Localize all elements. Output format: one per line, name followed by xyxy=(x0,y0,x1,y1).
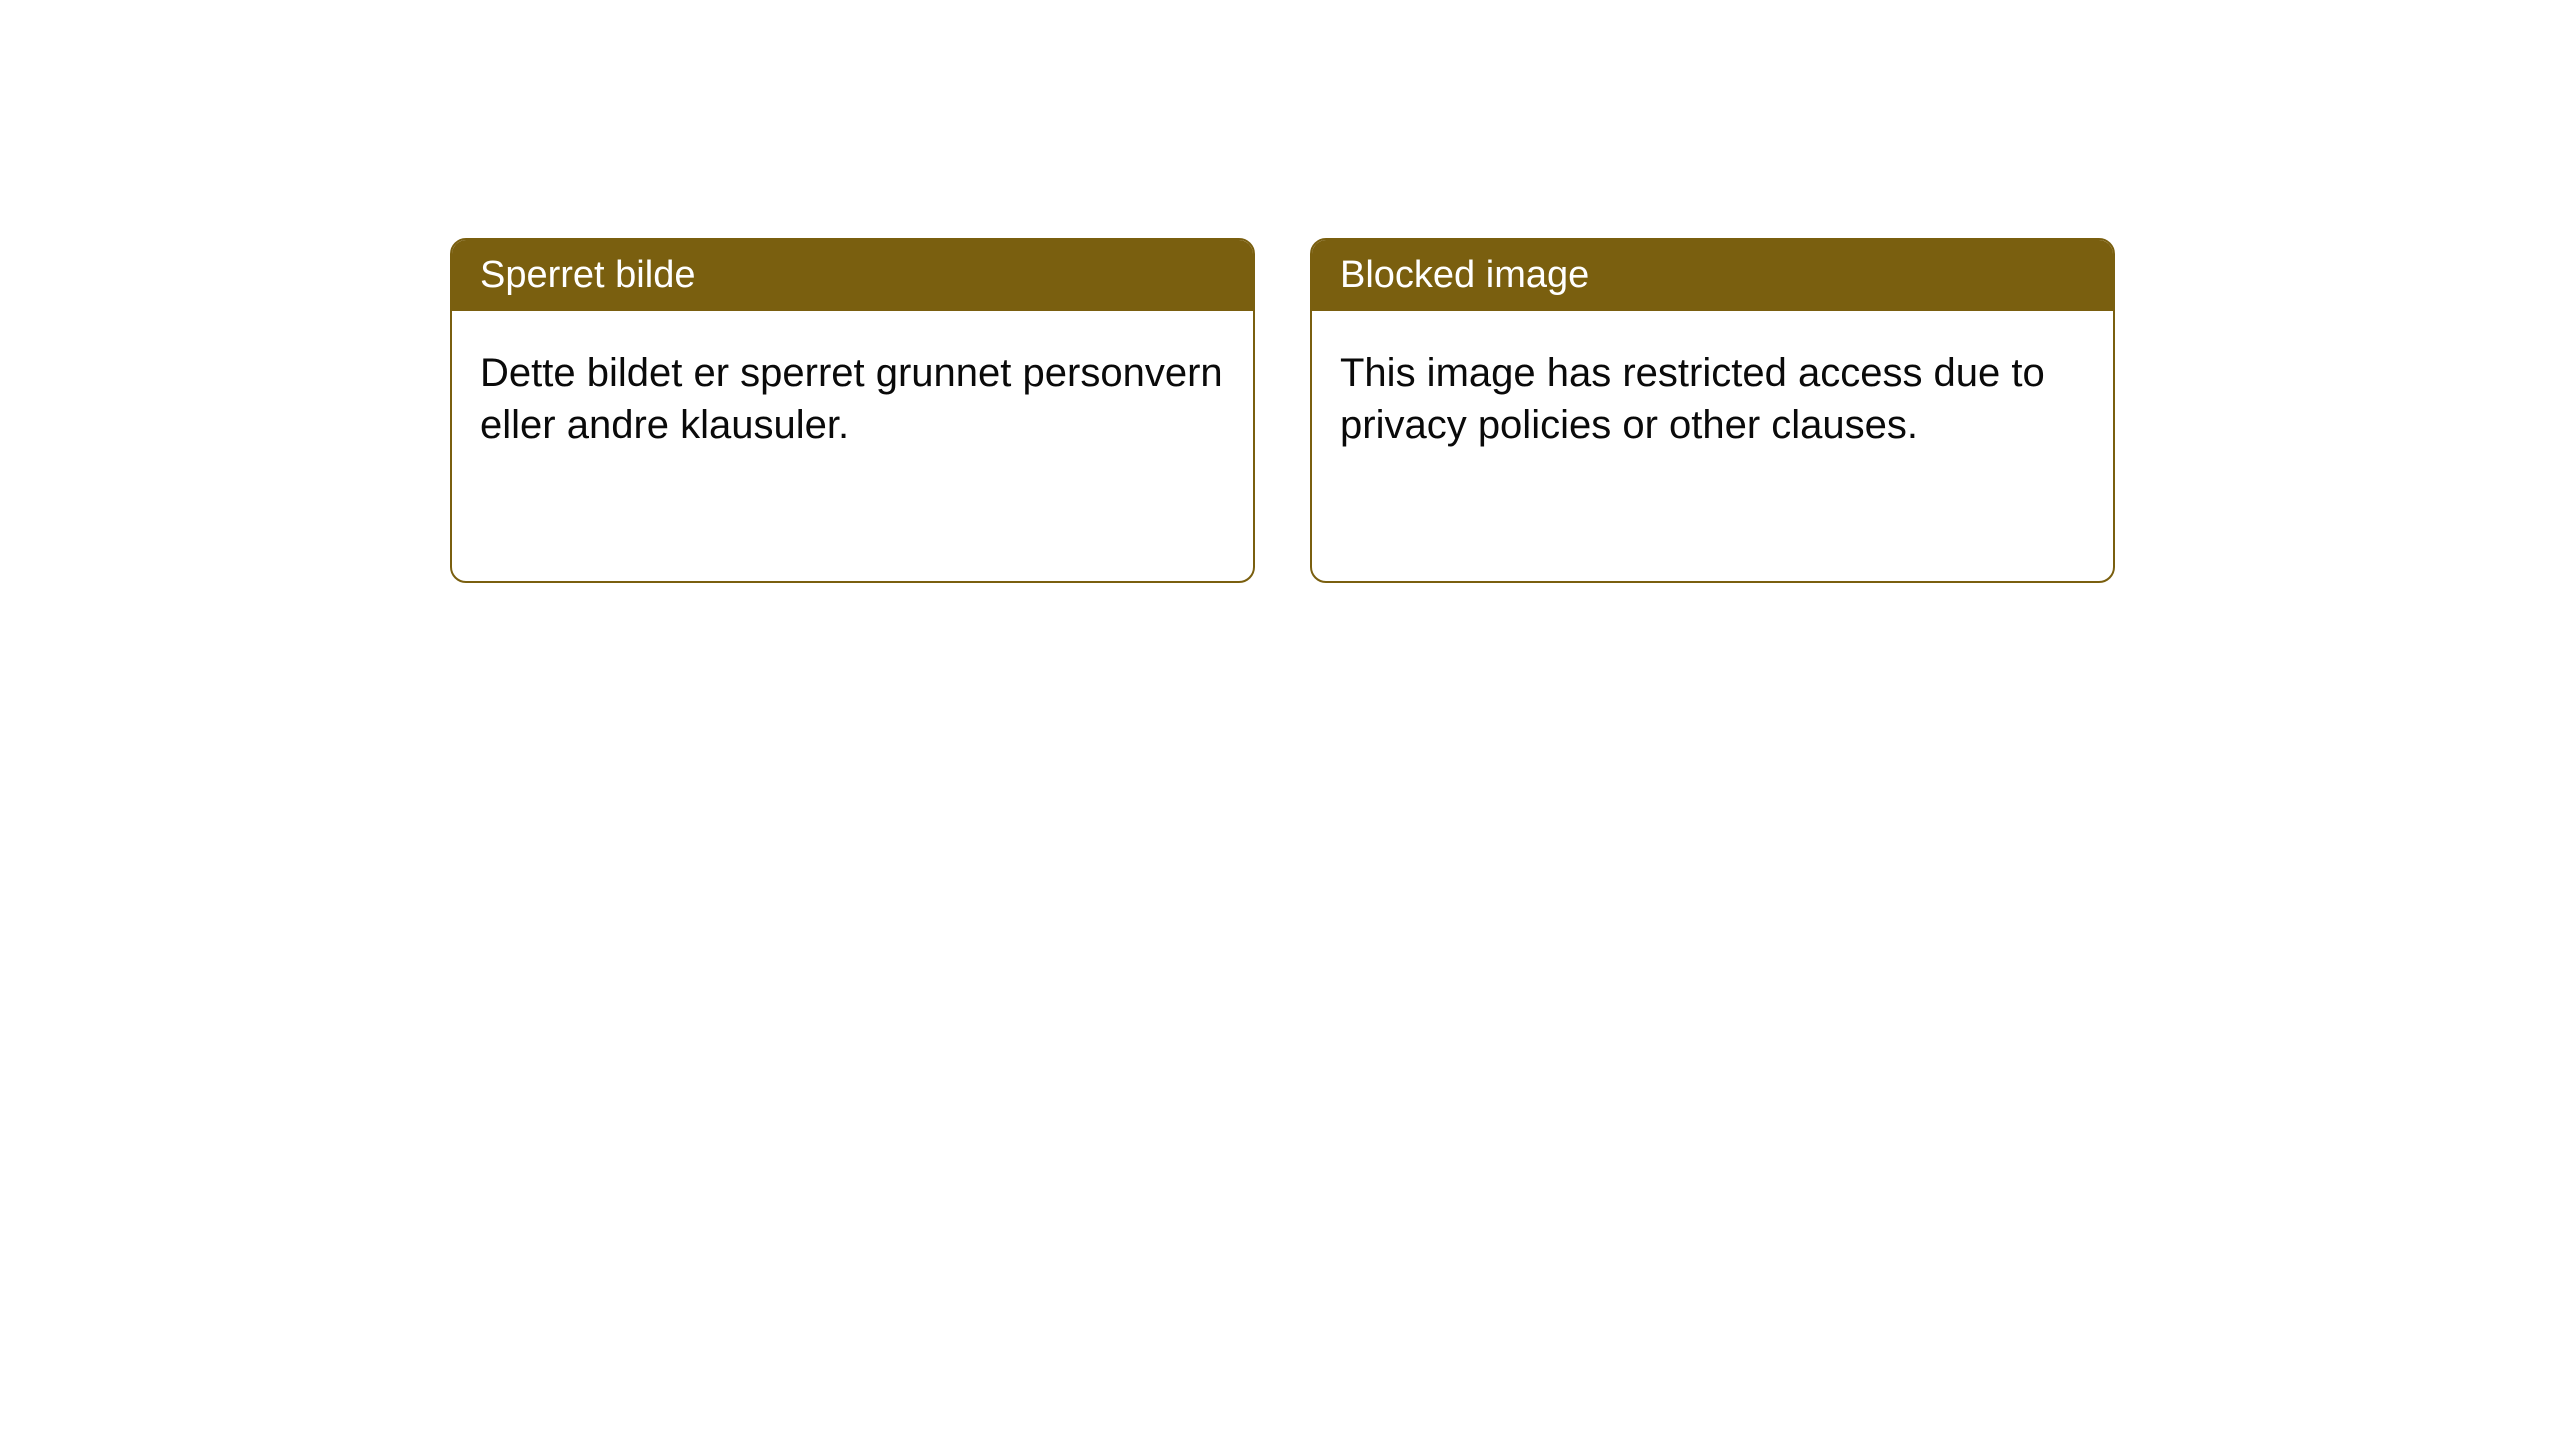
notice-body: Dette bildet er sperret grunnet personve… xyxy=(452,311,1253,581)
notice-box-norwegian: Sperret bilde Dette bildet er sperret gr… xyxy=(450,238,1255,583)
notice-title: Sperret bilde xyxy=(480,254,695,296)
notice-body: This image has restricted access due to … xyxy=(1312,311,2113,581)
notice-body-text: This image has restricted access due to … xyxy=(1340,351,2045,447)
notice-body-text: Dette bildet er sperret grunnet personve… xyxy=(480,351,1223,447)
notice-title: Blocked image xyxy=(1340,254,1589,296)
notice-header: Blocked image xyxy=(1312,240,2113,311)
notice-container: Sperret bilde Dette bildet er sperret gr… xyxy=(0,0,2560,583)
notice-header: Sperret bilde xyxy=(452,240,1253,311)
notice-box-english: Blocked image This image has restricted … xyxy=(1310,238,2115,583)
